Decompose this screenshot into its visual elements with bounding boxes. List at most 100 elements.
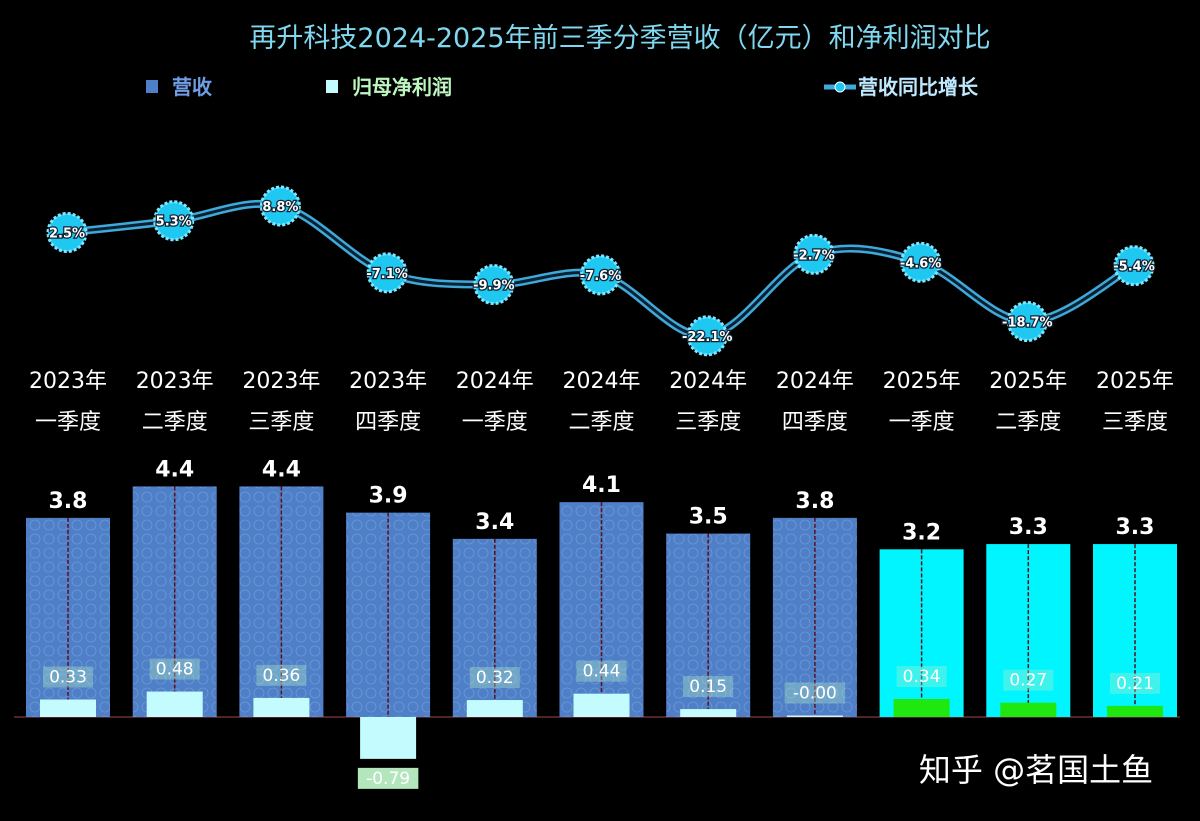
- legend: 营收 归母净利润 营收同比增长: [146, 75, 979, 99]
- net-profit-label-box: [149, 658, 200, 680]
- growth-point: [793, 233, 835, 275]
- legend-swatch-revenue: [146, 80, 158, 93]
- category-label: 2023年: [349, 369, 427, 394]
- net-profit-data-label: 0.34: [903, 667, 941, 687]
- legend-marker-growth: [834, 81, 846, 93]
- net-profit-bar: [1000, 702, 1057, 717]
- legend-label-growth: 营收同比增长: [858, 75, 979, 99]
- net-profit-bar: [466, 700, 523, 717]
- revenue-data-label: 3.2: [902, 520, 941, 545]
- revenue-data-label: 3.3: [1116, 515, 1155, 540]
- net-profit-bar: [253, 697, 310, 717]
- net-profit-bar: [786, 715, 843, 717]
- net-profit-bar: [680, 709, 737, 717]
- net-profit-data-label: 0.36: [262, 666, 300, 686]
- growth-point: [153, 200, 195, 242]
- revenue-data-label: 4.4: [155, 457, 194, 482]
- net-profit-label-box: [576, 660, 627, 682]
- category-label: 三季度: [1102, 410, 1168, 435]
- growth-point: [1113, 245, 1155, 287]
- revenue-data-label: 3.8: [49, 489, 88, 514]
- growth-point: [1006, 301, 1048, 343]
- category-label: 四季度: [355, 410, 421, 435]
- category-label: 2025年: [883, 369, 961, 394]
- net-profit-data-label: 0.44: [583, 662, 621, 682]
- category-label: 2024年: [456, 369, 534, 394]
- net-profit-bar: [573, 693, 630, 717]
- revenue-data-label: 4.4: [262, 457, 301, 482]
- net-profit-data-label: 0.27: [1009, 671, 1047, 691]
- net-profit-label-box: [896, 665, 947, 687]
- revenue-data-label: 4.1: [582, 473, 621, 498]
- growth-data-label: -5.4%: [1113, 260, 1154, 275]
- net-profit-data-label: 0.33: [49, 668, 87, 688]
- bar-layer: 3.8 0.33 4.4 0.48 4.4 0.36 3.9 -0.79 3.4 0.32 4.1 0…: [14, 457, 1180, 789]
- revenue-data-label: 3.5: [689, 505, 728, 530]
- net-profit-bar: [893, 698, 950, 717]
- net-profit-label-box: [256, 664, 307, 686]
- growth-line-layer: 2.5% 5.3% 8.8% -7.1% -9.9% -7.6% -22.1% -2.7% -4…: [46, 185, 1156, 357]
- legend-label-revenue: 营收: [172, 75, 212, 99]
- net-profit-label-box: [469, 667, 520, 689]
- growth-point: [900, 241, 942, 283]
- growth-data-label: 5.3%: [156, 215, 192, 230]
- category-label: 2024年: [669, 369, 747, 394]
- net-profit-bar: [360, 717, 417, 759]
- category-label: 二季度: [568, 410, 634, 435]
- growth-point: [366, 252, 408, 294]
- revenue-data-label: 3.3: [1009, 515, 1048, 540]
- category-label: 三季度: [675, 410, 741, 435]
- category-label: 二季度: [995, 410, 1061, 435]
- category-label: 一季度: [462, 410, 528, 435]
- growth-data-label: 2.5%: [49, 227, 85, 242]
- category-label: 一季度: [889, 410, 955, 435]
- category-label: 2024年: [563, 369, 641, 394]
- category-label: 一季度: [35, 410, 101, 435]
- net-profit-label-box: [683, 676, 734, 698]
- net-profit-data-label: -0.79: [366, 769, 410, 789]
- net-profit-data-label: 0.15: [689, 677, 727, 697]
- growth-data-label: -2.7%: [793, 248, 834, 263]
- growth-data-label: -7.1%: [366, 267, 407, 282]
- net-profit-bar: [40, 699, 96, 717]
- category-label: 2023年: [242, 369, 320, 394]
- category-label: 四季度: [782, 410, 848, 435]
- legend-item-net-profit: 归母净利润: [326, 75, 452, 99]
- growth-point: [580, 254, 621, 296]
- watermark: 知乎 @茗国土鱼: [919, 751, 1153, 789]
- net-profit-label-box: [357, 767, 419, 789]
- legend-swatch-net-profit: [326, 80, 338, 93]
- category-label: 2024年: [776, 369, 854, 394]
- net-profit-label-box: [43, 666, 93, 688]
- net-profit-label-box: [1003, 669, 1054, 691]
- net-profit-bar: [146, 691, 203, 717]
- category-label: 二季度: [142, 410, 208, 435]
- growth-point: [46, 212, 88, 253]
- growth-point: [259, 185, 301, 227]
- growth-data-label: -22.1%: [682, 330, 733, 345]
- growth-data-label: -4.6%: [900, 256, 941, 271]
- legend-label-net-profit: 归母净利润: [352, 75, 452, 99]
- category-label: 2023年: [29, 369, 107, 394]
- net-profit-label-box: [784, 682, 846, 704]
- revenue-bar: [452, 538, 537, 717]
- category-label: 2023年: [136, 369, 214, 394]
- net-profit-bar: [1107, 705, 1163, 717]
- revenue-bar: [559, 502, 644, 717]
- legend-item-revenue: 营收: [146, 75, 212, 99]
- net-profit-data-label: 0.48: [156, 660, 194, 680]
- revenue-data-label: 3.4: [475, 510, 514, 535]
- net-profit-label-box: [1110, 672, 1160, 694]
- growth-data-label: -7.6%: [580, 269, 621, 284]
- growth-data-label: -9.9%: [473, 279, 514, 294]
- chart-title: 再升科技2024-2025年前三季分季营收（亿元）和净利润对比: [249, 23, 990, 54]
- revenue-data-label: 3.8: [795, 489, 834, 514]
- net-profit-data-label: 0.21: [1116, 674, 1154, 694]
- growth-data-label: -18.7%: [1002, 316, 1053, 331]
- growth-data-label: 8.8%: [262, 200, 298, 215]
- net-profit-data-label: 0.32: [476, 668, 514, 688]
- revenue-data-label: 3.9: [369, 484, 408, 509]
- category-label: 2025年: [1096, 369, 1174, 394]
